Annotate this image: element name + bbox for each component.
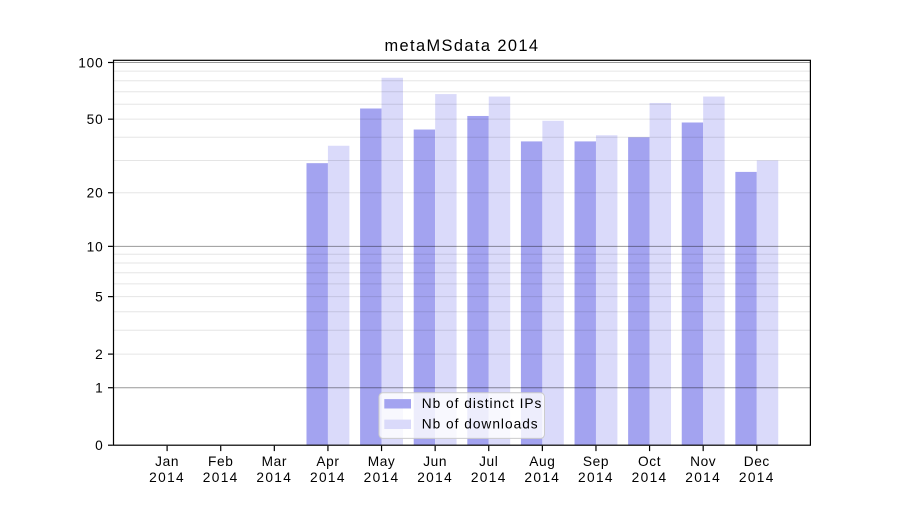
svg-text:2014: 2014: [685, 470, 721, 485]
svg-text:2: 2: [95, 347, 103, 362]
svg-text:2014: 2014: [578, 470, 614, 485]
svg-text:100: 100: [78, 56, 103, 71]
svg-text:2014: 2014: [524, 470, 560, 485]
svg-text:Feb: Feb: [208, 454, 233, 469]
svg-text:metaMSdata 2014: metaMSdata 2014: [384, 37, 539, 55]
svg-text:Nb of downloads: Nb of downloads: [422, 416, 539, 431]
svg-text:2014: 2014: [632, 470, 668, 485]
svg-text:Oct: Oct: [638, 454, 661, 469]
svg-text:5: 5: [95, 290, 103, 305]
svg-text:2014: 2014: [739, 470, 775, 485]
svg-text:Aug: Aug: [529, 454, 555, 469]
svg-text:Apr: Apr: [316, 454, 339, 469]
svg-text:Mar: Mar: [262, 454, 287, 469]
svg-text:Jun: Jun: [423, 454, 447, 469]
svg-text:20: 20: [87, 186, 104, 201]
svg-text:Sep: Sep: [583, 454, 609, 469]
svg-text:2014: 2014: [471, 470, 507, 485]
svg-text:2014: 2014: [310, 470, 346, 485]
svg-text:1: 1: [95, 381, 103, 396]
svg-text:0: 0: [95, 438, 103, 453]
svg-text:2014: 2014: [203, 470, 239, 485]
svg-text:2014: 2014: [417, 470, 453, 485]
svg-text:2014: 2014: [364, 470, 400, 485]
svg-text:Jul: Jul: [479, 454, 498, 469]
svg-text:Nb of distinct IPs: Nb of distinct IPs: [422, 396, 543, 411]
svg-text:Dec: Dec: [744, 454, 770, 469]
svg-text:10: 10: [87, 239, 104, 254]
svg-text:May: May: [368, 454, 396, 469]
svg-text:Jan: Jan: [155, 454, 179, 469]
svg-text:50: 50: [87, 112, 104, 127]
svg-text:2014: 2014: [149, 470, 185, 485]
svg-text:Nov: Nov: [690, 454, 716, 469]
svg-text:2014: 2014: [256, 470, 292, 485]
